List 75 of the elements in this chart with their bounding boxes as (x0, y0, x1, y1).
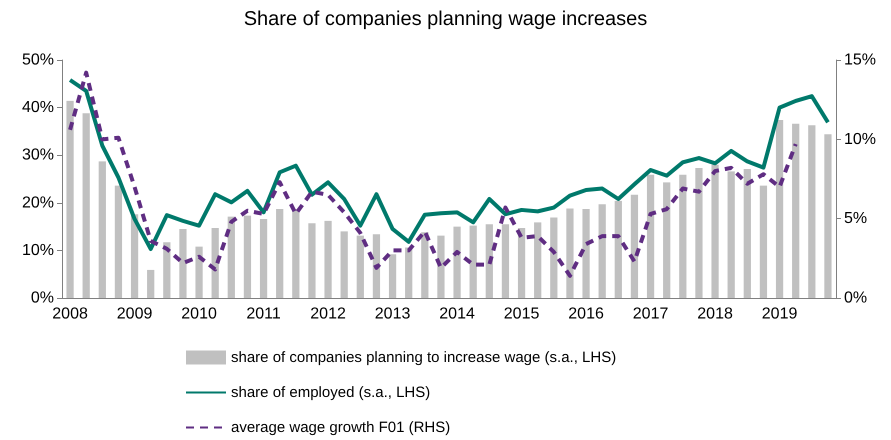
legend-label: average wage growth F01 (RHS) (231, 419, 450, 436)
x-tick-label: 2018 (697, 306, 733, 322)
bar (212, 228, 219, 298)
x-tick-label: 2014 (439, 306, 475, 322)
x-tick-label: 2009 (116, 306, 152, 322)
bar (502, 224, 510, 298)
bar (405, 248, 412, 298)
bar (179, 228, 187, 298)
bar (308, 223, 316, 298)
bar (760, 186, 768, 298)
bar (518, 228, 526, 298)
x-tick-label: 2010 (181, 306, 217, 322)
bar (82, 113, 90, 298)
x-tick-label: 2015 (504, 306, 540, 322)
bar (614, 200, 622, 298)
bar (98, 161, 106, 298)
bar (663, 182, 670, 298)
bar (114, 186, 122, 298)
y-tick-label: 50% (22, 52, 54, 68)
x-tick-label: 2016 (568, 306, 604, 322)
bar (437, 236, 445, 298)
bar (728, 171, 735, 298)
y-tick-label: 0% (30, 290, 54, 306)
bar (808, 125, 816, 298)
bar (776, 120, 784, 298)
y-tick-label: 40% (22, 99, 54, 116)
bar (388, 254, 396, 298)
line-series (68, 70, 798, 278)
bar (147, 270, 154, 298)
bar (421, 232, 428, 298)
bar (534, 222, 542, 298)
bar (792, 124, 800, 298)
bar (66, 100, 74, 298)
bar (324, 220, 332, 298)
y2-tick-label: 10% (844, 130, 876, 148)
y2-tick-label: 15% (844, 52, 876, 68)
bar (711, 164, 719, 298)
bar (824, 134, 832, 298)
bar (744, 169, 751, 298)
legend-label: share of employed (s.a., LHS) (231, 384, 430, 401)
bar (646, 174, 654, 298)
bar (292, 208, 300, 298)
bar (276, 208, 284, 298)
bar (356, 236, 364, 298)
x-tick-label: 2012 (310, 306, 346, 322)
y-tick-label: 30% (22, 146, 54, 164)
chart-title: Share of companies planning wage increases (244, 8, 648, 30)
bar (228, 216, 235, 298)
line-series (68, 78, 830, 251)
bar (566, 208, 574, 298)
y2-tick-label: 5% (844, 210, 868, 228)
y-tick-label: 20% (22, 194, 54, 212)
bar (695, 168, 703, 298)
bar (163, 242, 170, 298)
x-tick-label: 2011 (246, 306, 281, 322)
legend-label: share of companies planning to increase wage (s.a., LHS) (231, 349, 616, 366)
bar (244, 216, 252, 298)
bar (372, 234, 380, 298)
bar (679, 174, 686, 298)
bar (486, 224, 493, 298)
bar (550, 218, 558, 298)
bar (453, 226, 461, 298)
bar (630, 194, 638, 298)
y2-tick-label: 0% (844, 290, 868, 306)
bar (470, 226, 477, 298)
x-tick-label: 2019 (762, 306, 798, 322)
y-tick-label: 10% (22, 242, 54, 259)
bar (195, 246, 203, 298)
x-tick-label: 2008 (52, 306, 88, 322)
bar (260, 218, 268, 298)
x-tick-label: 2013 (374, 306, 410, 322)
bar (340, 231, 348, 298)
x-tick-label: 2017 (632, 306, 668, 322)
bar (598, 204, 606, 298)
bar (582, 208, 590, 298)
